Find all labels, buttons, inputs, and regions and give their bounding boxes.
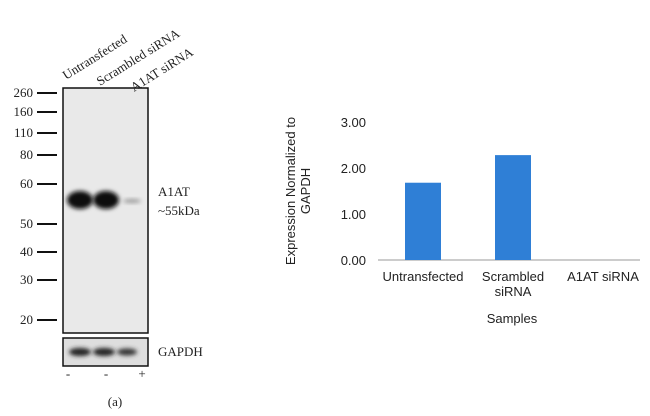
marker-label: 110 xyxy=(14,125,33,140)
marker-label: 60 xyxy=(20,176,33,191)
band xyxy=(93,191,119,209)
marker-label: 20 xyxy=(20,312,33,327)
x-axis-label: Samples xyxy=(487,311,538,326)
blot-panel xyxy=(62,87,149,334)
band xyxy=(69,348,91,356)
band xyxy=(67,191,93,209)
y-axis-label: Expression Normalized to GAPDH xyxy=(283,116,313,266)
bar xyxy=(495,155,531,260)
treatment: - xyxy=(104,366,108,381)
marker-label: 40 xyxy=(20,244,33,259)
marker-label: 80 xyxy=(20,147,33,162)
band xyxy=(93,348,115,356)
bar xyxy=(405,182,441,260)
x-tick-label: Scrambled siRNA xyxy=(481,269,545,299)
band xyxy=(123,199,141,203)
x-tick-label: A1AT siRNA xyxy=(567,269,639,284)
treatment: + xyxy=(138,366,145,381)
marker-label: 30 xyxy=(20,272,33,287)
loading-control: GAPDH xyxy=(158,344,203,359)
marker-label: 160 xyxy=(14,104,34,119)
treatment: - xyxy=(66,366,70,381)
caption: (a) xyxy=(108,394,122,409)
marker-label: 260 xyxy=(14,85,34,100)
band-label: A1AT xyxy=(158,184,190,199)
band-size: ~55kDa xyxy=(158,203,200,218)
x-tick-label: Untransfected xyxy=(382,269,464,284)
y-tick-label: 1.00 xyxy=(341,207,366,222)
y-tick-label: 3.00 xyxy=(341,115,366,130)
y-tick-label: 0.00 xyxy=(341,253,366,268)
y-tick-label: 2.00 xyxy=(341,161,366,176)
band xyxy=(117,348,137,356)
marker-label: 50 xyxy=(20,216,33,231)
